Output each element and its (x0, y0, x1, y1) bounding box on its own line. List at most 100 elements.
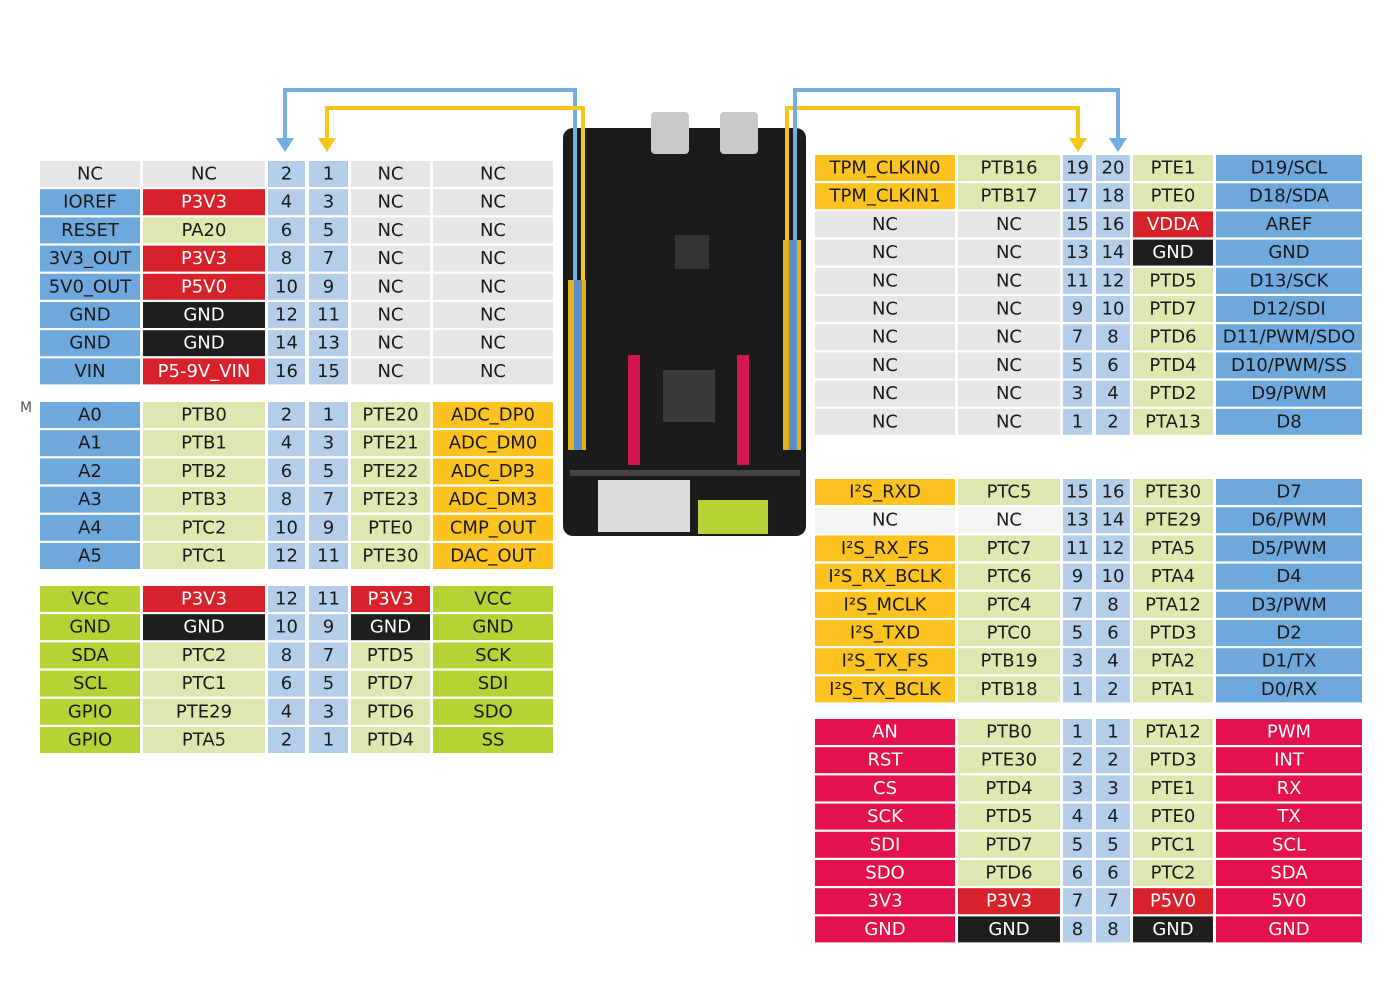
pin-cell (1063, 888, 1092, 915)
pin-label: 15 (1066, 214, 1089, 235)
pin-label: I²S_TXD (850, 623, 920, 644)
pin-cell (1133, 507, 1213, 534)
pin-label: GPIO (68, 701, 112, 722)
pin-cell (40, 189, 140, 216)
pin-cell (433, 698, 553, 725)
pin-label: 12 (275, 589, 298, 610)
pin-label: PTD6 (367, 701, 414, 722)
pin-label: 4 (1107, 383, 1118, 404)
pin-label: GPIO (68, 730, 112, 751)
pin-cell (268, 330, 305, 357)
pin-cell (958, 648, 1060, 675)
pin-cell (143, 273, 265, 300)
pin-cell (815, 535, 955, 562)
pin-label: NC (996, 355, 1022, 376)
pin-label: 3 (1072, 778, 1083, 799)
pin-label: 18 (1102, 186, 1125, 207)
pin-cell (40, 458, 140, 485)
pin-cell (143, 486, 265, 513)
pin-label: SCK (867, 806, 904, 827)
pin-label: D0/RX (1261, 679, 1317, 700)
pin-cell (1063, 831, 1092, 858)
pin-cell (1216, 296, 1362, 322)
pin-label: 10 (275, 517, 298, 538)
pin-label: 6 (1107, 623, 1118, 644)
pin-cell (433, 543, 553, 569)
pin-label: 16 (1102, 214, 1125, 235)
pin-cell (309, 486, 348, 513)
pin-cell (40, 727, 140, 753)
pin-label: PTB1 (181, 433, 227, 454)
pin-label: NC (480, 333, 506, 354)
pin-cell (40, 430, 140, 457)
pin-label: NC (872, 383, 898, 404)
pin-label: PTC1 (1151, 834, 1196, 855)
pin-cell (1096, 408, 1130, 435)
pin-label: PTE1 (1151, 158, 1196, 179)
pin-label: D2 (1276, 623, 1301, 644)
pin-label: GND (69, 617, 110, 638)
pin-label: PTE29 (176, 701, 232, 722)
pin-cell (309, 217, 348, 244)
pin-label: GND (1268, 919, 1309, 940)
pin-cell (1063, 380, 1092, 407)
pin-cell (143, 642, 265, 669)
pin-label: PTA5 (1151, 538, 1195, 559)
pin-cell (815, 831, 955, 858)
pin-label: GND (988, 919, 1029, 940)
pin-cell (1096, 296, 1130, 322)
pin-cell (309, 543, 348, 569)
pin-cell (958, 888, 1060, 915)
pin-label: PTC1 (182, 673, 227, 694)
pin-cell (1133, 183, 1213, 210)
pin-label: 11 (1066, 270, 1089, 291)
pin-cell (1216, 860, 1362, 886)
pin-label: NC (996, 214, 1022, 235)
pin-cell (143, 302, 265, 328)
pin-cell (1216, 591, 1362, 618)
pin-cell (143, 614, 265, 641)
pin-label: AREF (1266, 214, 1313, 235)
pin-cell (143, 670, 265, 697)
pin-cell (1216, 183, 1362, 210)
pin-cell (40, 486, 140, 513)
pin-cell (351, 670, 430, 697)
pin-label: 12 (1102, 270, 1125, 291)
pin-cell (433, 642, 553, 669)
pin-cell (433, 402, 553, 428)
pin-label: GND (1152, 919, 1193, 940)
pin-cell (1133, 535, 1213, 562)
pin-cell (1216, 408, 1362, 435)
pin-label: 1 (1072, 679, 1083, 700)
pin-cell (1133, 324, 1213, 351)
pin-label: PTD6 (1149, 327, 1196, 348)
pin-label: 3 (1107, 778, 1118, 799)
pin-cell (309, 514, 348, 541)
pin-label: 3 (323, 192, 334, 213)
pin-label: TPM_CLKIN0 (828, 158, 940, 179)
pin-label: VDDA (1147, 214, 1200, 235)
pin-cell (433, 217, 553, 244)
pin-label: PTD7 (1149, 299, 1196, 320)
pin-cell (433, 273, 553, 300)
pin-label: 8 (1107, 919, 1118, 940)
pin-label: NC (872, 242, 898, 263)
pin-cell (351, 273, 430, 300)
side-label: M (20, 400, 32, 416)
pin-label: PTA12 (1145, 594, 1201, 615)
pin-cell (40, 670, 140, 697)
pin-label: P5-9V_VIN (158, 361, 251, 382)
pin-cell (268, 586, 305, 612)
pin-cell (40, 402, 140, 428)
pin-cell (268, 543, 305, 569)
pin-label: SCL (1272, 834, 1306, 855)
pin-cell (1133, 831, 1213, 858)
pin-label: D12/SDI (1252, 299, 1325, 320)
pin-cell (1096, 803, 1130, 830)
pin-label: 8 (1107, 327, 1118, 348)
pin-cell (309, 586, 348, 612)
pin-cell (1133, 352, 1213, 379)
pin-label: SDO (473, 701, 512, 722)
pin-cell (815, 296, 955, 322)
pin-cell (1133, 211, 1213, 238)
